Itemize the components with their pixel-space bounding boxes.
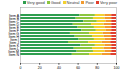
svg-text:20: 20 bbox=[38, 65, 42, 69]
svg-text:Item I: Item I bbox=[10, 37, 19, 42]
svg-text:0: 0 bbox=[20, 65, 22, 69]
html-text:Very poor: Very poor bbox=[99, 0, 117, 5]
html-text:Very good: Very good bbox=[26, 0, 45, 5]
svg-text:40: 40 bbox=[57, 65, 61, 69]
svg-text:Item D: Item D bbox=[8, 22, 19, 27]
svg-text:Item H: Item H bbox=[8, 34, 19, 39]
svg-text:100: 100 bbox=[114, 65, 120, 69]
html-text:Good: Good bbox=[50, 0, 61, 5]
html-text:Poor: Poor bbox=[85, 0, 94, 5]
svg-text:Item C: Item C bbox=[8, 19, 19, 24]
svg-text:Item G: Item G bbox=[8, 31, 19, 36]
svg-text:80: 80 bbox=[95, 65, 99, 69]
svg-text:Item B: Item B bbox=[8, 16, 19, 21]
svg-text:Item E: Item E bbox=[8, 25, 19, 30]
svg-text:Item N: Item N bbox=[9, 53, 20, 57]
svg-text:60: 60 bbox=[76, 65, 80, 69]
svg-text:Item F: Item F bbox=[9, 28, 19, 33]
svg-text:Item J: Item J bbox=[9, 40, 19, 45]
svg-text:Item M: Item M bbox=[8, 49, 19, 54]
svg-text:Item K: Item K bbox=[8, 43, 19, 48]
svg-text:Item L: Item L bbox=[9, 46, 19, 51]
html-text:Neutral: Neutral bbox=[66, 0, 80, 5]
svg-text:Item A: Item A bbox=[9, 13, 19, 18]
